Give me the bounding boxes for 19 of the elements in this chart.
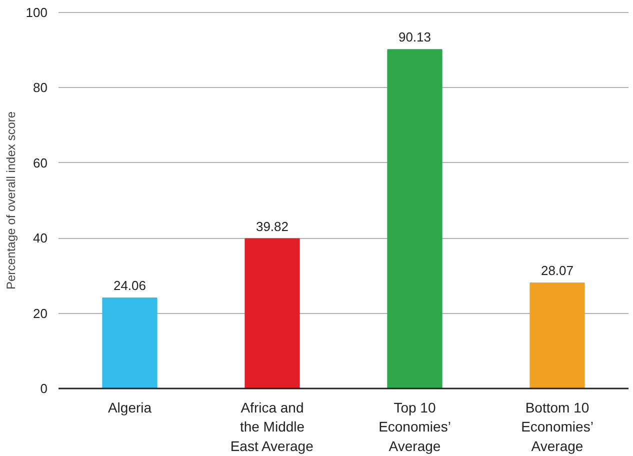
y-axis-title: Percentage of overall index score — [4, 111, 18, 290]
data-label: 39.82 — [256, 218, 289, 234]
bar — [244, 238, 300, 388]
x-tick-label: Top 10 Economies’ Average — [378, 400, 451, 454]
data-label: 28.07 — [540, 262, 574, 278]
y-tick-label: 0 — [40, 381, 48, 396]
data-label: 24.06 — [113, 278, 146, 294]
y-tick-label: 60 — [33, 155, 48, 170]
data-label: 90.13 — [398, 30, 432, 45]
y-tick-label: 40 — [33, 230, 48, 246]
bar — [530, 282, 585, 388]
y-tick-label: 100 — [26, 5, 48, 20]
bar — [387, 49, 442, 388]
y-tick-label: 80 — [33, 80, 48, 96]
x-tick-label: Bottom 10 Economies’ Average — [521, 400, 594, 454]
bar — [102, 298, 158, 388]
y-tick-label: 20 — [33, 306, 48, 321]
x-tick-label: Algeria — [108, 400, 152, 416]
x-tick-label: Africa and the Middle East Average — [230, 400, 314, 454]
